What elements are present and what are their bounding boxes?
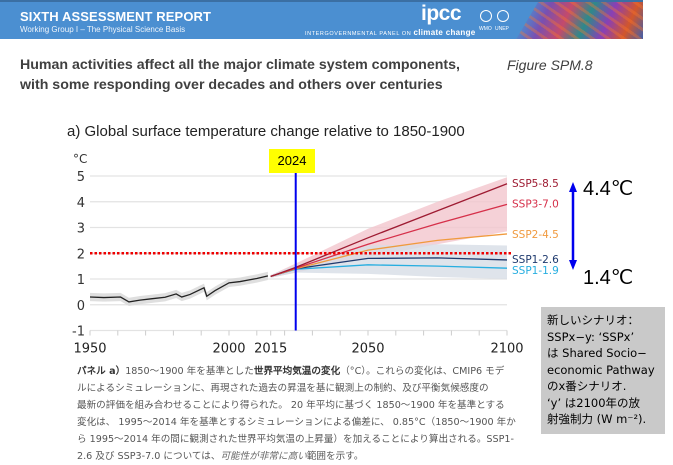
unep-label: UNEP (495, 26, 509, 32)
caption-line-1: パネル a）1850～1900 年を基準とした世界平均気温の変化（°C）。これら… (77, 363, 517, 380)
note-line: は Shared Socio− (547, 346, 647, 360)
report-header: SIXTH ASSESSMENT REPORT Working Group I … (0, 0, 643, 39)
uncertainty-bands (90, 177, 507, 307)
figure-caption: パネル a）1850～1900 年を基準とした世界平均気温の変化（°C）。これら… (77, 363, 517, 465)
x-tick-label: 2050 (351, 342, 384, 357)
x-tick-label: 2100 (490, 342, 523, 357)
caption-text: 範囲を示す。 (306, 451, 364, 462)
slide-title: Human activities affect all the major cl… (20, 55, 460, 95)
caption-text: （°C）。これらの変化は、CMIP6 モデ (340, 366, 505, 377)
legend-label-ssp1-2.6: SSP1-2.6 (512, 254, 559, 266)
scenario-note-box: 新しいシナリオ： SSPx−y: ‘SSPx’ は Shared Socio− … (541, 307, 665, 434)
wmo-label: WMO (479, 26, 492, 32)
historical-line (89, 275, 269, 303)
note-line: SSPx−y: ‘SSPx’ (547, 329, 635, 344)
axes: -1 0 1 2 3 4 5 °C 1950 2000 2015 2050 2100 (72, 152, 524, 357)
y-tick-label: 4 (77, 196, 85, 211)
caption-likelihood: 可能性が非常に高い (220, 451, 307, 462)
figure-label: Figure SPM.8 (507, 57, 593, 73)
y-tick-label: -1 (72, 325, 85, 340)
caption-line-6: 2.6 及び SSP3-7.0 については、可能性が非常に高い範囲を示す。 (77, 448, 517, 465)
note-line: economic Pathway (547, 362, 655, 377)
y-tick-label: 3 (77, 222, 85, 237)
line-ssp5-8.5 (270, 183, 508, 278)
legend-label-ssp1-1.9: SSP1-1.9 (512, 265, 559, 277)
note-line: のx番シナリオ. (547, 379, 627, 393)
historical-band (90, 271, 268, 307)
series-lines (89, 183, 508, 303)
caption-line-3: 最新の評価を組み合わせることにより得られた。 20 年平均に基づく 1850～1… (77, 400, 505, 411)
arrow-head-down-icon (569, 260, 577, 270)
caption-line-2: ルによるシミュレーションに、再現された過去の昇温を基に観測上の制約、及び平衡気候… (77, 383, 489, 394)
arrow-head-up-icon (569, 182, 577, 192)
y-axis-unit: °C (73, 152, 87, 166)
legend-label-ssp3-7.0: SSP3-7.0 (512, 199, 559, 211)
x-tick-label: 1950 (73, 342, 106, 357)
wmo-emblem-icon (480, 10, 492, 22)
range-high-label: 4.4℃ (583, 178, 634, 200)
chart-title: a) Global surface temperature change rel… (67, 123, 465, 140)
tagline-prefix: INTERGOVERNMENTAL PANEL ON (305, 31, 414, 37)
y-tick-label: 5 (77, 170, 85, 185)
ipcc-logo: ipcc (421, 2, 462, 25)
y-tick-label: 2 (77, 247, 85, 262)
report-title: SIXTH ASSESSMENT REPORT (20, 9, 212, 24)
note-line: 新しいシナリオ： (547, 313, 639, 327)
x-tick-label: 2015 (254, 342, 287, 357)
caption-text: 2.6 及び SSP3-7.0 については、 (77, 451, 221, 462)
current-year-badge: 2024 (269, 149, 315, 173)
note-line: 射強制力 (W m⁻²). (547, 412, 647, 426)
caption-line-4: 変化は、 1995～2014 年を基準とするシミュレーションによる偏差に、 0.… (77, 417, 516, 428)
header-artwork (515, 2, 643, 39)
caption-emphasis: 世界平均気温の変化 (253, 366, 341, 377)
range-arrow-group (569, 182, 577, 270)
y-tick-label: 1 (77, 273, 85, 288)
report-subtitle: Working Group I – The Physical Science B… (20, 25, 186, 34)
note-line: ‘y’ は2100年の放 (547, 395, 641, 410)
caption-text: 1850～1900 年を基準とした (125, 366, 254, 377)
range-low-label: 1.4℃ (583, 267, 634, 289)
caption-panel-label: パネル a） (77, 366, 126, 377)
unep-emblem-icon (497, 10, 509, 22)
slide-title-line-1: Human activities affect all the major cl… (20, 57, 460, 73)
caption-line-5: ら 1995～2014 年の間に観測された世界平均気温の上昇量）を加えることによ… (77, 434, 514, 445)
y-tick-label: 0 (77, 299, 85, 314)
legend-label-ssp2-4.5: SSP2-4.5 (512, 229, 559, 241)
slide-title-line-2: with some responding over decades and ot… (20, 77, 443, 93)
tagline-emph: climate change (413, 28, 476, 37)
ipcc-tagline: INTERGOVERNMENTAL PANEL ON climate chang… (305, 28, 476, 37)
legend-label-ssp5-8.5: SSP5-8.5 (512, 178, 559, 190)
x-tick-label: 2000 (212, 342, 245, 357)
